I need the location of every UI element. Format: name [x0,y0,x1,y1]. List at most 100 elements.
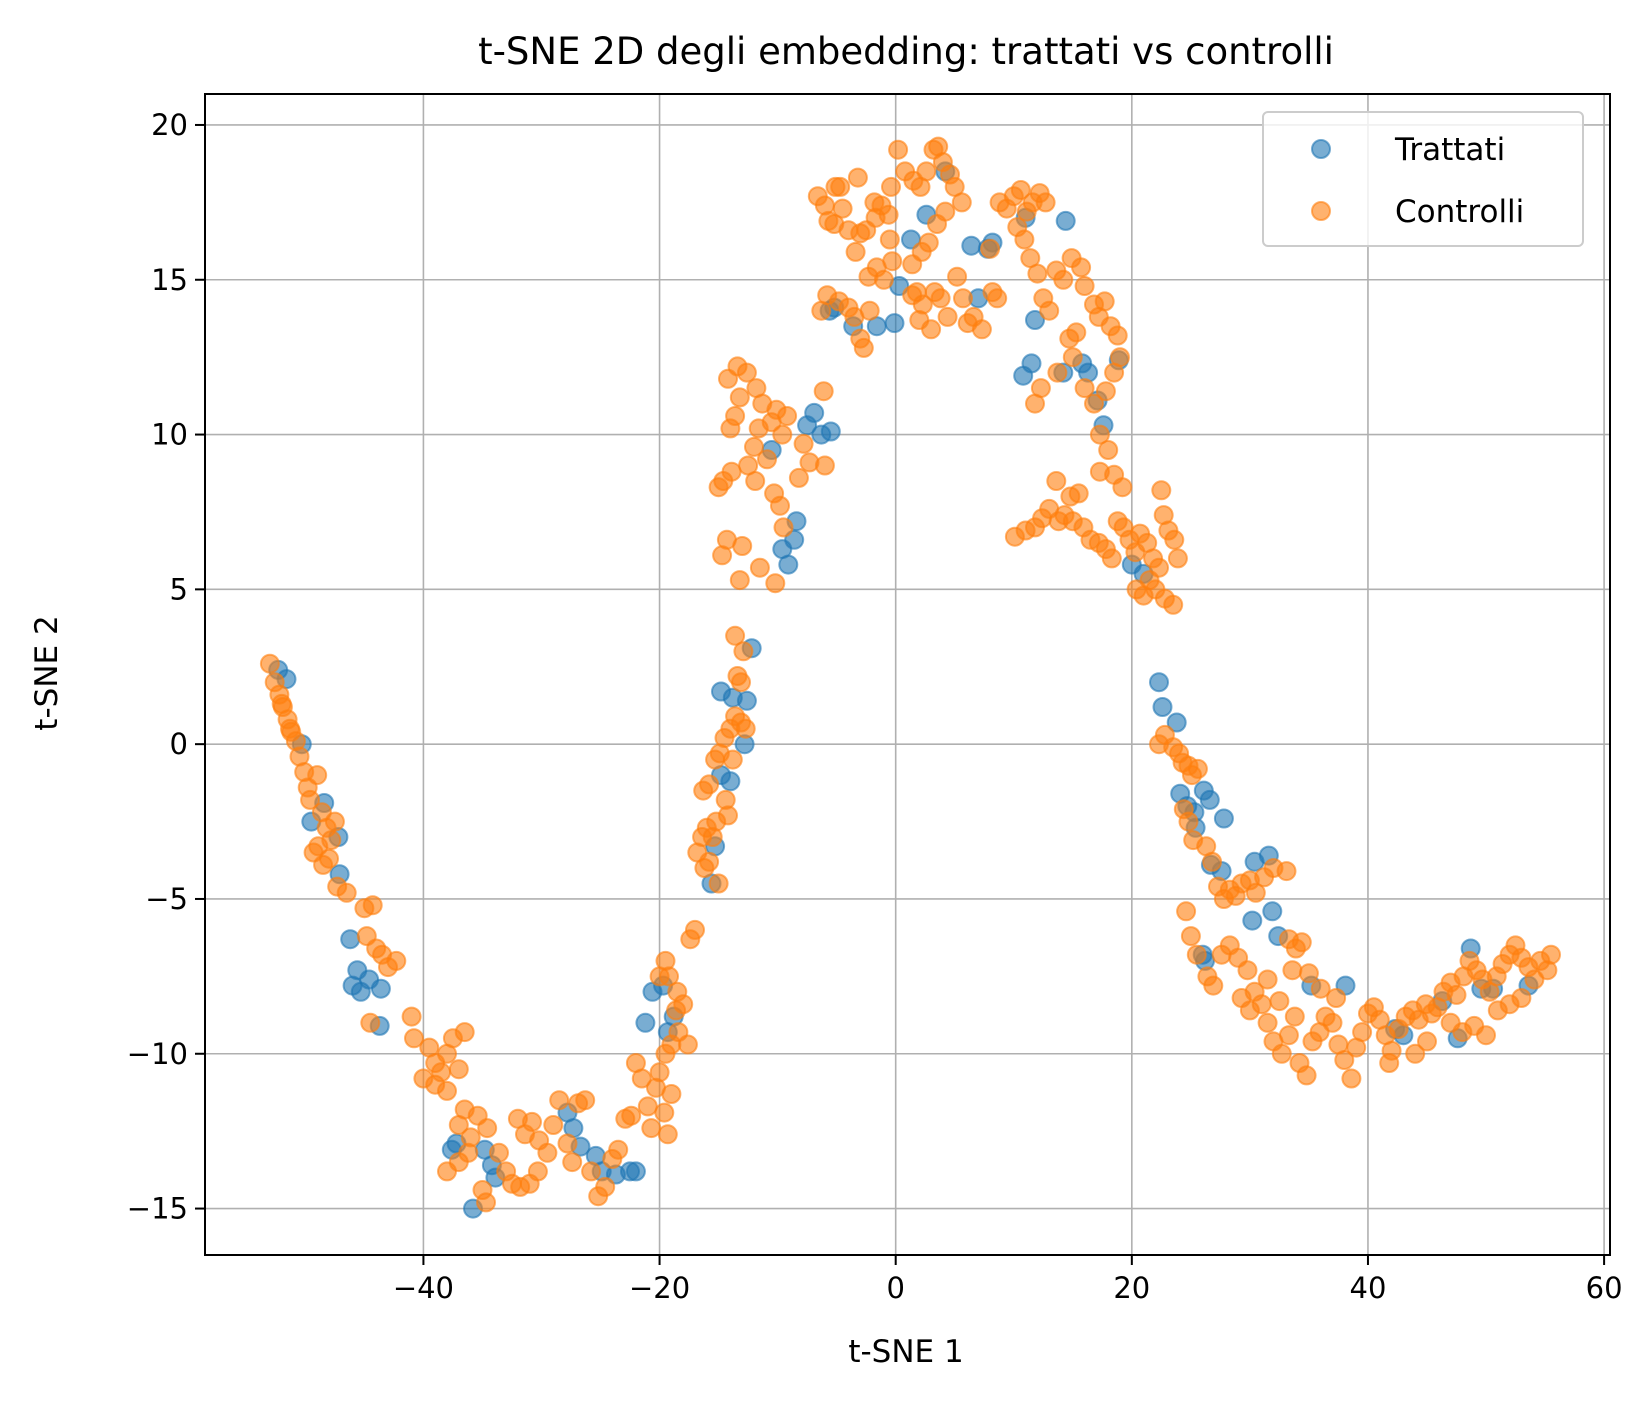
point-controlli [1511,988,1532,1008]
point-controlli [1476,1025,1496,1046]
point-controlli [362,895,383,916]
y-tick-label: 5 [170,572,188,606]
point-controlli [873,269,894,290]
point-controlli [1046,471,1067,491]
point-controlli [725,625,746,646]
point-controlli [527,1161,548,1182]
point-controlli [1322,1012,1343,1033]
point-controlli [1176,901,1197,922]
legend-label-trattati: Trattati [1394,132,1505,168]
point-controlli [706,811,727,832]
legend-frame [1262,111,1584,247]
point-controlli [793,433,814,454]
point-trattati [1213,808,1234,829]
point-controlli [814,455,835,476]
point-controlli [772,424,793,445]
point-controlli [608,1139,629,1160]
point-controlli [360,1012,381,1033]
point-controlli [1257,969,1278,990]
point-controlli [1239,1000,1260,1021]
point-controlli [659,966,679,987]
point-controlli [1379,1053,1400,1073]
point-controlli [757,449,777,470]
point-trattati [340,929,361,950]
point-controlli [1098,440,1119,460]
point-trattati [635,1012,656,1033]
y-axis-title: t-SNE 2 [29,615,65,730]
x-tick-label: −40 [393,1271,454,1305]
point-controlli [864,192,885,213]
point-controlli [971,319,992,340]
point-controlli [1178,811,1199,832]
point-controlli [694,858,715,878]
point-trattati [1025,310,1045,330]
point-controlli [859,300,880,321]
point-trattati [625,1161,646,1182]
point-controlli [271,693,292,714]
point-controlli [733,641,754,662]
point-controlli [1004,526,1025,547]
point-controlli [1053,269,1074,290]
point-controlli [489,1142,509,1163]
point-controlli [1035,192,1056,213]
point-controlli [1352,1022,1373,1043]
point-controlli [454,1022,475,1043]
chart-title: t-SNE 2D degli embedding: trattati vs co… [478,30,1334,73]
point-controlli [1282,960,1303,981]
point-controlli [1014,229,1035,250]
point-controlli [1010,180,1031,200]
point-controlli [1245,882,1266,903]
point-controlli [1310,978,1331,999]
point-controlli [1163,594,1184,615]
point-controlli [562,1152,583,1173]
point-controlli [937,306,958,327]
point-controlli [1107,325,1128,346]
point-controlli [657,1124,678,1145]
y-tick-label: −5 [145,882,188,916]
point-controlli [549,1090,570,1111]
point-controlli [765,573,786,594]
point-controlli [1060,486,1081,507]
point-controlli [621,1105,642,1126]
point-trattati [1152,697,1173,717]
point-trattati [736,690,757,711]
point-controlli [729,570,750,591]
point-controlli [1334,1050,1355,1070]
point-controlli [1101,548,1122,569]
point-controlli [654,1102,675,1123]
point-trattati [884,313,905,334]
point-controlli [1257,1012,1278,1033]
point-controlli [902,285,923,306]
point-controlli [770,495,790,516]
point-controlli [637,1096,658,1117]
point-controlli [845,241,866,262]
plot-area-frame [204,93,1611,1256]
y-tick-label: 15 [151,263,188,297]
point-controlli [1095,381,1116,402]
point-trattati [1021,353,1042,374]
x-tick-label: 20 [1113,1271,1150,1305]
point-controlli [313,854,334,875]
point-trattati [720,771,741,792]
point-controlli [1104,362,1125,383]
point-controlli [927,214,947,234]
point-controlli [649,1062,670,1083]
point-controlli [1025,393,1045,414]
point-controlli [1202,851,1223,872]
point-controlli [1276,861,1297,882]
point-controlli [476,1192,496,1213]
point-controlli [458,1142,479,1163]
point-controlli [307,765,328,786]
point-controlli [773,517,794,538]
point-controlli [324,811,345,832]
y-tick-label: 10 [151,418,188,452]
point-controlli [930,288,951,309]
point-controlli [699,774,720,795]
point-controlli [1298,963,1319,984]
point-controlli [807,186,828,207]
legend-marker-controlli [1311,201,1331,221]
point-controlli [1062,347,1083,368]
point-controlli [777,406,798,426]
point-controlli [581,1161,602,1182]
